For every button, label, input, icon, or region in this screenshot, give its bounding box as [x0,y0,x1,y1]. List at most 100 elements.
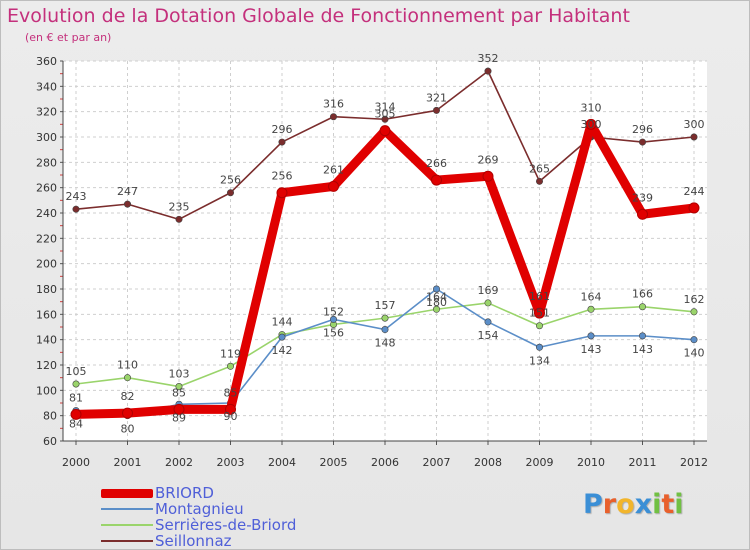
x-tick-label-2009: 2009 [526,456,554,469]
legend-swatch-briord [101,488,153,498]
point-serrieres-de-briord-2002 [175,383,183,391]
point-montagnieu-2009 [535,343,543,351]
x-tick-label-2008: 2008 [474,456,502,469]
data-label-montagnieu-2004: 142 [272,344,293,357]
data-label-serrieres-de-briord-2000: 105 [66,365,87,378]
point-serrieres-de-briord-2012 [690,308,698,316]
data-label-seillonnaz-2010: 300 [581,118,602,131]
y-tick-label-260: 260 [36,182,57,195]
legend-item-seillonnaz: Seillonnaz [101,533,296,549]
point-serrieres-de-briord-2001 [124,374,132,382]
data-label-montagnieu-2006: 148 [375,337,396,350]
plot-background [63,61,707,441]
data-label-serrieres-de-briord-2004: 144 [272,316,293,329]
data-label-briord-2002: 85 [172,386,186,399]
x-tick-label-2007: 2007 [423,456,451,469]
data-label-briord-2010: 310 [581,101,602,114]
point-seillonnaz-2004 [278,138,286,146]
data-label-serrieres-de-briord-2005: 152 [323,305,344,318]
point-montagnieu-2007 [432,285,440,293]
data-label-serrieres-de-briord-2003: 119 [220,347,241,360]
y-tick-label-100: 100 [36,384,57,397]
data-label-briord-2000: 81 [69,391,83,404]
data-label-seillonnaz-2002: 235 [169,200,190,213]
data-label-seillonnaz-2012: 300 [684,118,705,131]
data-label-briord-2011: 239 [632,191,653,204]
data-label-montagnieu-2011: 143 [632,343,653,356]
y-tick-label-120: 120 [36,359,57,372]
data-label-montagnieu-2001: 80 [121,423,135,436]
point-briord-2003 [225,403,236,415]
data-label-briord-2008: 269 [478,153,499,166]
point-briord-2010 [585,118,597,130]
point-seillonnaz-2000 [72,205,80,213]
point-seillonnaz-2012 [690,133,698,141]
y-tick-label-220: 220 [36,232,57,245]
legend-label-seillonnaz: Seillonnaz [155,532,232,550]
point-seillonnaz-2007 [432,106,440,114]
logo-letter: o [616,489,635,520]
legend-label-briord: BRIORD [155,484,214,502]
point-seillonnaz-2009 [535,177,543,185]
point-briord-2004 [276,187,288,199]
data-label-montagnieu-2003: 90 [224,410,238,423]
y-tick-label-280: 280 [36,156,57,169]
legend-item-briord: BRIORD [101,485,296,501]
y-tick-label-240: 240 [36,207,57,220]
point-seillonnaz-2011 [638,138,646,146]
legend-label-montagnieu: Montagnieu [155,500,244,518]
logo-letter: x [634,489,653,520]
point-montagnieu-2005 [329,315,337,323]
x-tick-label-2001: 2001 [114,456,142,469]
data-label-serrieres-de-briord-2012: 162 [684,293,705,306]
point-serrieres-de-briord-2000 [72,380,80,388]
logo-letter: i [674,489,684,520]
point-briord-2007 [431,174,442,186]
data-label-briord-2007: 266 [426,157,447,170]
x-tick-label-2010: 2010 [577,456,605,469]
y-tick-label-340: 340 [36,80,57,93]
data-label-seillonnaz-2000: 243 [66,190,87,203]
point-briord-2008 [482,170,494,182]
legend-swatch-seillonnaz [101,540,153,542]
data-label-briord-2003: 85 [224,386,238,399]
point-serrieres-de-briord-2003 [227,362,235,370]
point-briord-2009 [534,307,545,319]
data-label-serrieres-de-briord-2006: 157 [375,299,396,312]
point-montagnieu-2006 [381,326,389,334]
data-label-serrieres-de-briord-2007: 164 [426,290,447,303]
x-tick-label-2004: 2004 [268,456,296,469]
y-tick-label-200: 200 [36,258,57,271]
point-montagnieu-2012 [690,336,698,344]
logo-letter: i [652,489,662,520]
data-label-montagnieu-2008: 154 [478,329,499,342]
point-seillonnaz-2006 [381,115,389,123]
logo-letter: r [602,489,617,520]
data-label-briord-2006: 305 [375,108,396,121]
point-briord-2006 [379,125,391,137]
data-label-briord-2001: 82 [121,390,135,403]
data-label-montagnieu-2000: 84 [69,418,83,431]
chart-title: Evolution de la Dotation Globale de Fonc… [7,5,630,27]
x-tick-label-2002: 2002 [165,456,193,469]
point-briord-2012 [688,202,700,214]
data-label-briord-2004: 256 [272,170,293,183]
point-briord-2005 [328,180,339,192]
y-tick-label-360: 360 [36,55,57,68]
data-label-montagnieu-2010: 143 [581,343,602,356]
data-label-seillonnaz-2007: 321 [426,91,447,104]
data-label-serrieres-de-briord-2002: 103 [169,368,190,381]
data-label-seillonnaz-2009: 265 [529,162,550,175]
data-label-seillonnaz-2001: 247 [117,185,138,198]
x-tick-label-2003: 2003 [217,456,245,469]
legend-swatch-montagnieu [101,508,153,510]
data-label-serrieres-de-briord-2008: 169 [478,284,499,297]
x-tick-label-2006: 2006 [371,456,399,469]
point-serrieres-de-briord-2009 [535,322,543,330]
y-tick-label-60: 60 [43,435,57,448]
x-tick-label-2012: 2012 [680,456,708,469]
y-tick-label-160: 160 [36,308,57,321]
y-tick-label-140: 140 [36,334,57,347]
